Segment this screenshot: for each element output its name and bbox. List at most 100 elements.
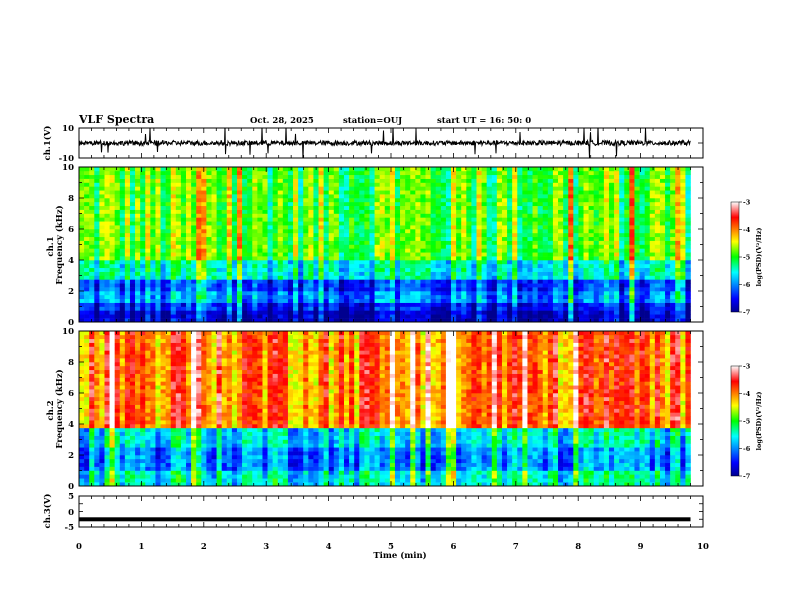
ch1-spectrogram-cell	[614, 275, 620, 280]
ch1-spectrogram-cell	[456, 198, 462, 203]
ch1-spectrogram-cell	[649, 248, 656, 253]
ch1-spectrogram-cell	[257, 248, 263, 253]
ch1-spectrogram-cell	[226, 170, 233, 176]
ch1-spectrogram-cell	[257, 267, 263, 272]
ch1-spectrogram-cell	[343, 167, 350, 172]
ch1-spectrogram-cell	[639, 217, 645, 222]
ch1-spectrogram-cell	[287, 267, 294, 272]
ch1-spectrogram-cell	[624, 221, 630, 226]
ch1-spectrogram-cell	[124, 174, 131, 179]
ch1-spectrogram-cell	[435, 244, 442, 249]
ch1-spectrogram-cell	[552, 205, 559, 210]
ch1-spectrogram-cell	[456, 283, 462, 288]
ch1-spectrogram-cell	[532, 170, 538, 176]
ch1-spectrogram-cell	[486, 190, 493, 195]
ch1-spectrogram-cell	[170, 314, 177, 319]
ch1-spectrogram-cell	[272, 302, 279, 307]
ch1-spectrogram-cell	[583, 306, 589, 311]
ch1-spectrogram-cell	[665, 306, 671, 311]
ch1-spectrogram-cell	[186, 174, 192, 179]
ch1-spectrogram-cell	[466, 221, 472, 226]
ch1-spectrogram-cell	[379, 186, 386, 191]
ch1-spectrogram-cell	[512, 213, 518, 218]
ch1-spectrogram-cell	[343, 271, 350, 276]
ch1-spectrogram-cell	[573, 229, 579, 234]
ch1-spectrogram-cell	[568, 283, 574, 288]
ch1-spectrogram-cell	[629, 306, 635, 311]
ch1-spectrogram-cell	[614, 190, 620, 195]
ch1-spectrogram-cell	[578, 267, 584, 272]
ch1-spectrogram-cell	[654, 291, 661, 296]
ch1-spectrogram-cell	[481, 174, 487, 179]
ch1-spectrogram-cell	[527, 260, 533, 265]
ch1-spectrogram-cell	[84, 182, 90, 187]
ch1-spectrogram-cell	[84, 174, 90, 179]
ch1-spectrogram-cell	[343, 240, 350, 245]
ch1-spectrogram-cell	[573, 318, 579, 323]
ch1-spectrogram-cell	[343, 201, 350, 207]
ch1-spectrogram-cell	[343, 209, 350, 214]
ch1-spectrogram-cell	[394, 252, 401, 257]
ch1-spectrogram-cell	[517, 298, 523, 303]
ch1-spectrogram-cell	[323, 190, 330, 195]
ch1-spectrogram-cell	[430, 306, 437, 311]
ch1-spectrogram-cell	[496, 194, 503, 199]
ch1-spectrogram-cell	[619, 279, 625, 284]
ch1-spectrogram-cell	[639, 198, 645, 203]
ch1-spectrogram-cell	[349, 287, 355, 292]
ch1-spectrogram-cell	[654, 182, 661, 187]
ch1-spectrogram-cell	[496, 167, 503, 172]
ch1-spectrogram-cell	[603, 182, 610, 187]
ch1-spectrogram-cell	[313, 178, 319, 183]
ch1-spectrogram-cell	[328, 248, 335, 253]
ch1-spectrogram-cell	[639, 267, 645, 272]
ch1-spectrogram-cell	[89, 287, 95, 292]
ch1-spectrogram-cell	[665, 318, 671, 323]
ch1-spectrogram-cell	[634, 205, 640, 210]
ch1-spectrogram-cell	[79, 248, 85, 253]
ch1-spectrogram-cell	[384, 314, 391, 319]
ch1-spectrogram-cell	[659, 170, 666, 176]
ch1-spectrogram-cell	[186, 294, 192, 300]
ch1-spectrogram-cell	[211, 190, 217, 195]
ch1-spectrogram-cell	[532, 240, 538, 245]
ch1-spectrogram-cell	[201, 279, 207, 284]
ch1-spectrogram-cell	[512, 201, 518, 207]
ch1-spectrogram-cell	[242, 267, 248, 272]
ch1-spectrogram-cell	[323, 275, 330, 280]
ch1-spectrogram-cell	[359, 252, 365, 257]
ch1-spectrogram-cell	[517, 205, 523, 210]
ch1-spectrogram-cell	[201, 209, 207, 214]
ch1-spectrogram-cell	[603, 291, 610, 296]
ch1-spectrogram-cell	[558, 283, 564, 288]
ch1-spectrogram-cell	[226, 194, 233, 199]
ch1-spectrogram-cell	[343, 302, 350, 307]
ch1-spectrogram-cell	[384, 248, 391, 253]
ch1-spectrogram-cell	[659, 194, 666, 199]
ch1-spectrogram-cell	[257, 256, 263, 261]
ch1-spectrogram-cell	[99, 217, 105, 222]
ch1-spectrogram-cell	[354, 217, 360, 222]
ch1-spectrogram-cell	[619, 271, 625, 276]
ch1-spectrogram-cell	[287, 252, 294, 257]
ch1-spectrogram-cell	[84, 263, 90, 269]
ch1-spectrogram-cell	[196, 279, 202, 284]
ch1-spectrogram-cell	[598, 298, 605, 303]
ch1-spectrogram-cell	[135, 170, 141, 176]
ch1-spectrogram-cell	[659, 244, 666, 249]
ch1-spectrogram-cell	[471, 170, 477, 176]
ch1-spectrogram-cell	[155, 275, 161, 280]
ch1-spectrogram-cell	[527, 236, 533, 241]
ch1-spectrogram-cell	[629, 314, 635, 319]
ch1-spectrogram-cell	[619, 182, 625, 187]
ch1-spectrogram-cell	[308, 217, 314, 222]
ch1-spectrogram-cell	[593, 174, 600, 179]
ch1-spectrogram-cell	[563, 260, 569, 265]
ch1-spectrogram-cell	[196, 205, 202, 210]
ch1-spectrogram-cell	[104, 174, 110, 179]
ch1-spectrogram-cell	[298, 298, 304, 303]
ch1-spectrogram-cell	[644, 205, 651, 210]
ch1-spectrogram-cell	[435, 271, 442, 276]
ch1-spectrogram-cell	[512, 221, 518, 226]
ch1-spectrogram-cell	[109, 167, 115, 172]
